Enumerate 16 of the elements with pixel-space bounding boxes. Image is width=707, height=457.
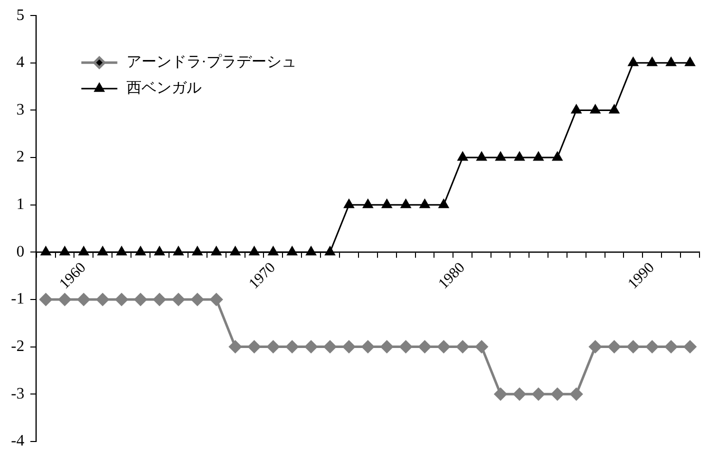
x-tick-label: 1990 bbox=[625, 260, 658, 292]
y-tick-label: 4 bbox=[16, 54, 24, 72]
y-tick-label: -4 bbox=[11, 432, 24, 450]
legend-label: 西ベンガル bbox=[126, 80, 202, 97]
y-tick-label: 5 bbox=[16, 6, 24, 24]
y-tick-label: -1 bbox=[11, 290, 24, 308]
y-tick-label: 3 bbox=[16, 101, 24, 118]
y-tick-label: -2 bbox=[11, 338, 24, 355]
x-tick-label: 1960 bbox=[56, 260, 90, 292]
x-tick-label: 1980 bbox=[436, 260, 468, 292]
y-tick-label: 2 bbox=[16, 148, 24, 166]
legend-label: アーンドラ·プラデーシュ bbox=[126, 54, 296, 71]
x-tick-label: 1970 bbox=[246, 260, 279, 292]
y-tick-label: 1 bbox=[16, 196, 24, 214]
y-tick-label: 0 bbox=[16, 243, 24, 260]
y-tick-label: -3 bbox=[11, 385, 24, 402]
